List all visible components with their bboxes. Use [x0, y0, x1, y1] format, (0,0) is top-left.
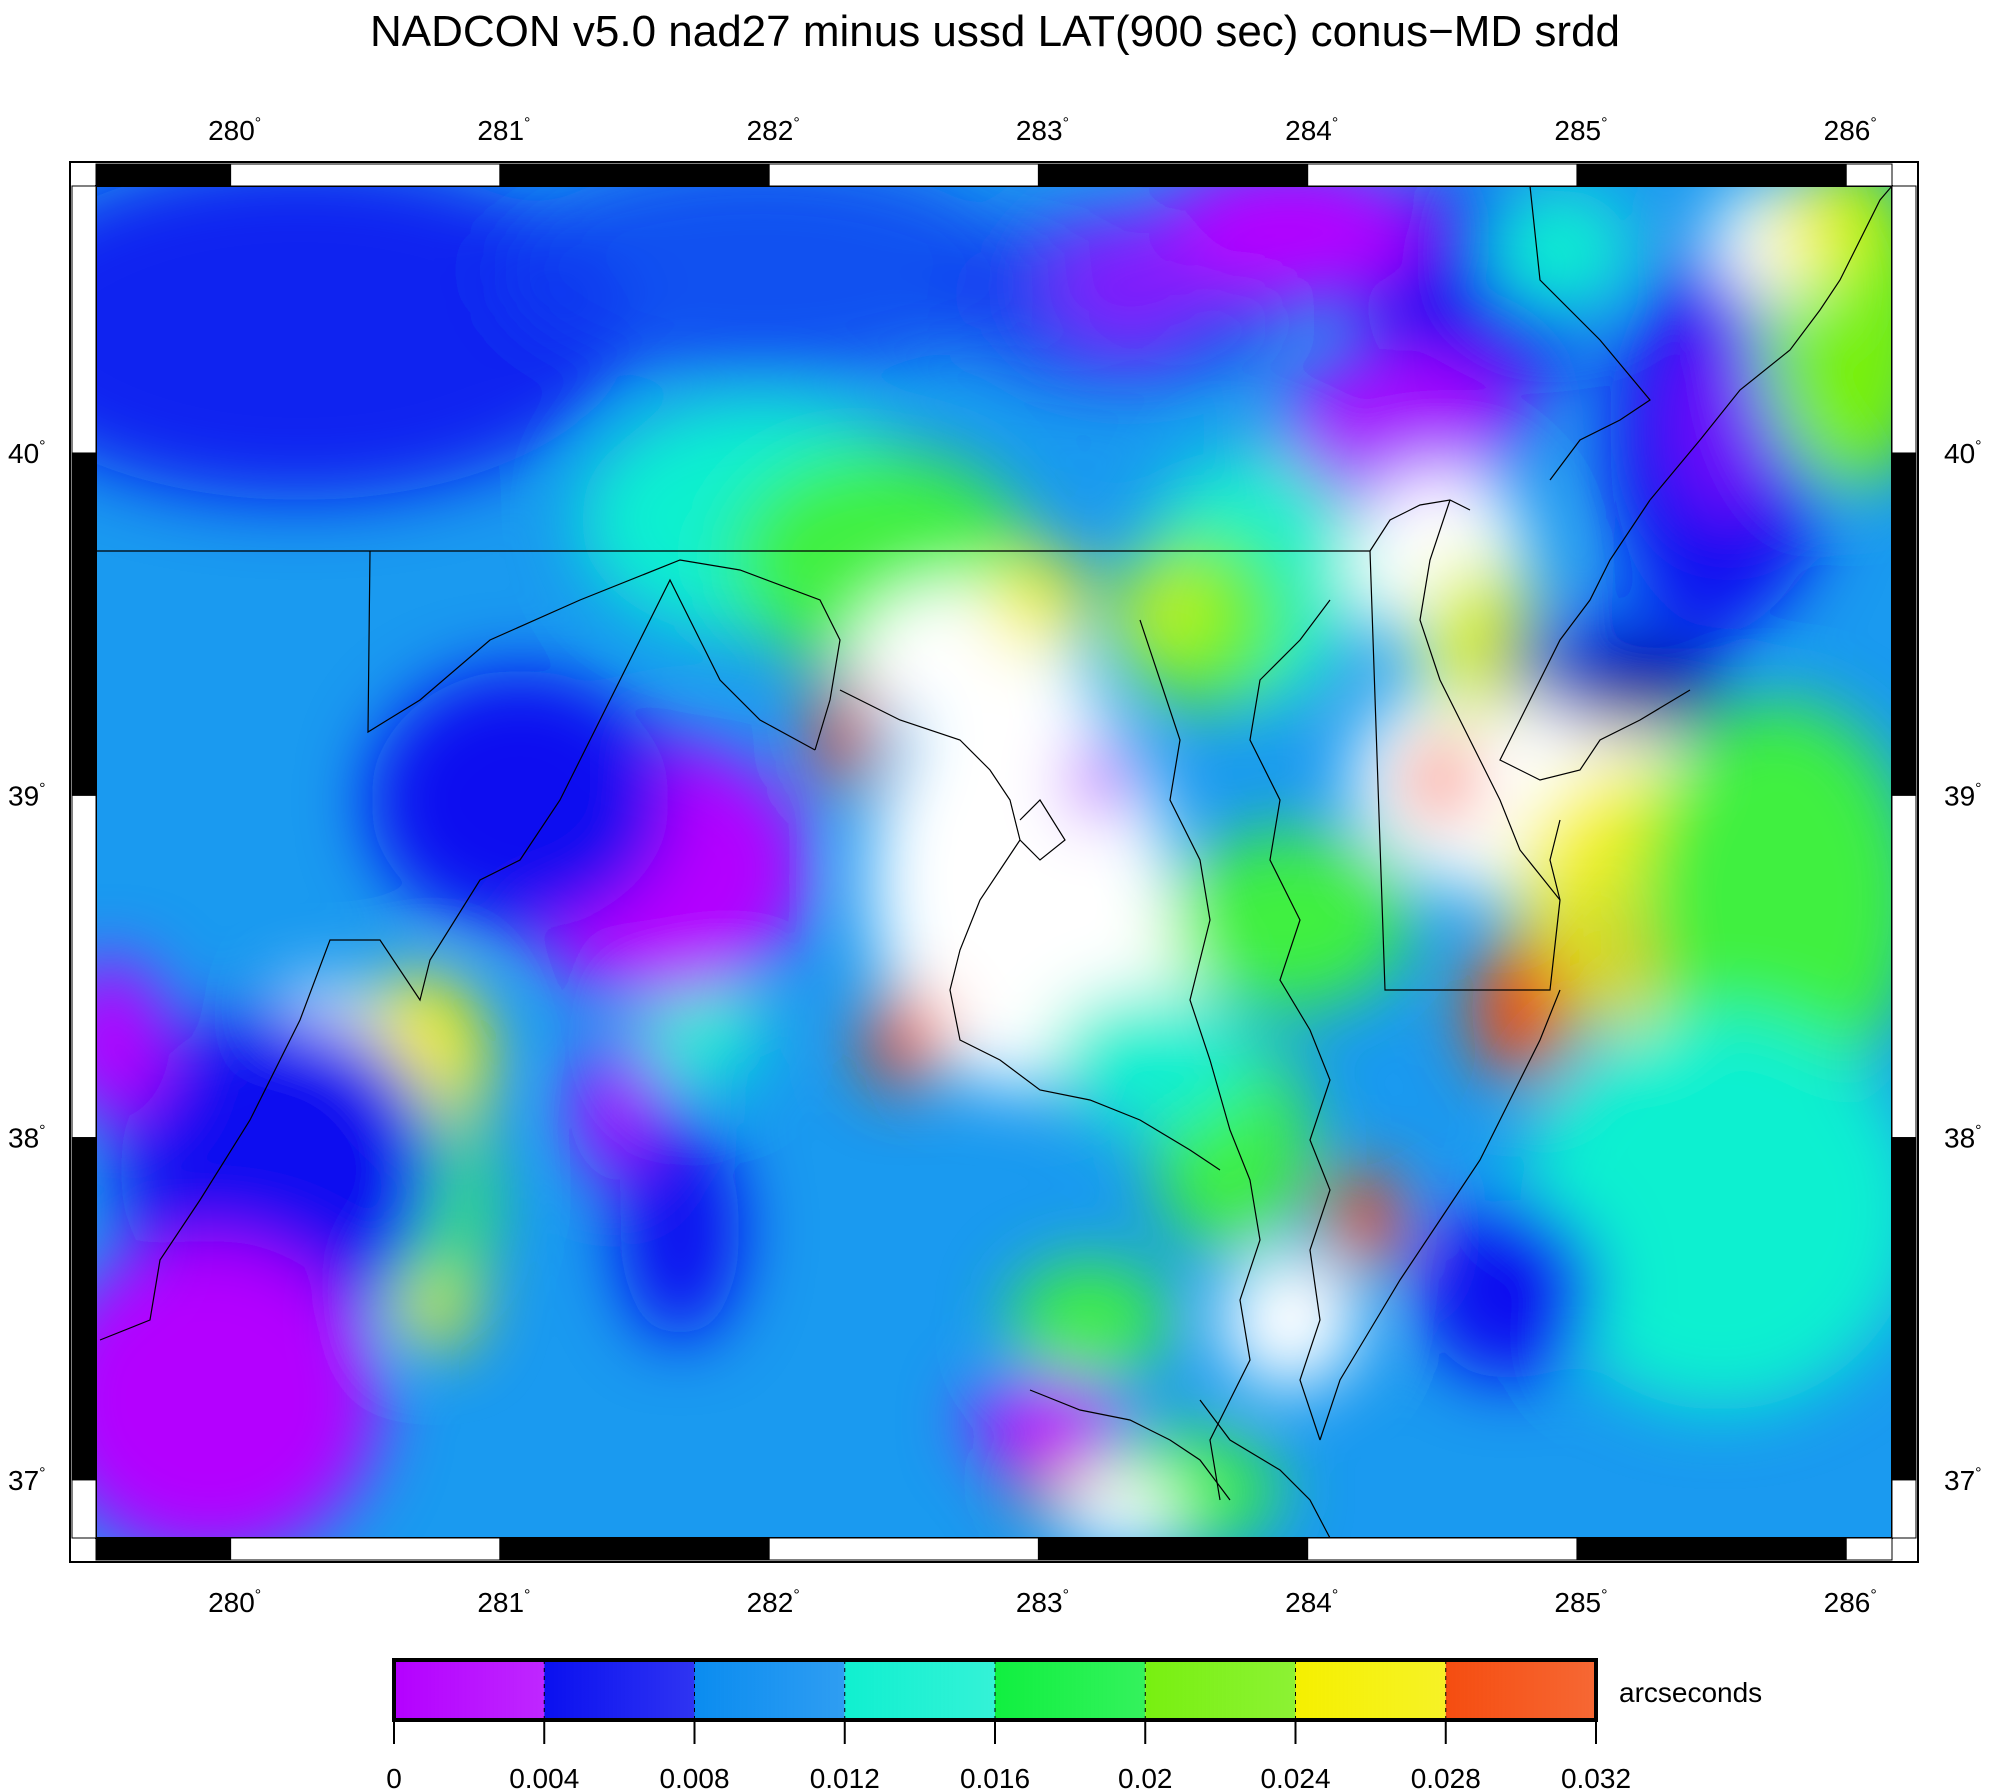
left-lat-label: 39°	[8, 780, 46, 811]
colorbar: 0 0.004 0.008 0.012 0.016 0.02 0.024 0.028 0.032…	[386, 1658, 1762, 1791]
colorbar-tick-label: 0.02	[1118, 1763, 1173, 1791]
frame-bar-bottom	[768, 1537, 1039, 1561]
frame-bar-bottom	[1576, 1537, 1847, 1561]
frame-bar-left	[71, 1137, 97, 1481]
md-va-border	[839, 689, 1221, 1171]
frame-bar-bottom	[499, 1537, 770, 1561]
frame-bar-left	[71, 185, 97, 454]
bottom-lon-label: 280°	[208, 1587, 261, 1618]
atlantic-coast-delmarva	[1319, 989, 1561, 1441]
delmarva-border	[1369, 550, 1561, 991]
bottom-lon-label: 281°	[477, 1587, 530, 1618]
top-lon-label: 284°	[1285, 115, 1338, 146]
map-title: NADCON v5.0 nad27 minus ussd LAT(900 sec…	[370, 7, 1620, 56]
bottom-lon-label: 284°	[1285, 1587, 1338, 1618]
frame-bar-right	[1891, 1137, 1917, 1481]
colorbar-tick-label: 0.024	[1260, 1763, 1330, 1791]
delaware-bay-east	[1499, 499, 1691, 781]
colorbar-segment	[694, 1660, 845, 1720]
colorbar-segment	[995, 1660, 1146, 1720]
right-lat-label: 37°	[1944, 1465, 1982, 1496]
colorbar-tick-label: 0	[386, 1763, 402, 1791]
right-lat-label: 38°	[1944, 1123, 1982, 1154]
left-lat-label: 38°	[8, 1123, 46, 1154]
pa-de-arc	[1369, 499, 1471, 552]
colorbar-segment	[544, 1660, 695, 1720]
frame-bar-left	[71, 452, 97, 796]
left-lat-label: 37°	[8, 1465, 46, 1496]
frame-bar-right	[1891, 185, 1917, 454]
colorbar-segment	[1295, 1660, 1446, 1720]
frame-bar-bottom	[1845, 1537, 1893, 1561]
wv-panhandle-border	[367, 550, 841, 751]
va-nc-south	[1199, 1399, 1331, 1538]
frame-bar-bottom	[1307, 1537, 1578, 1561]
correction-field	[96, 186, 1892, 1538]
frame-bar-bottom	[95, 1537, 232, 1561]
frame-bar-top	[1845, 163, 1893, 187]
colorbar-tick-label: 0.016	[960, 1763, 1030, 1791]
frame-bar-left	[71, 794, 97, 1139]
bottom-lon-label: 283°	[1016, 1587, 1069, 1618]
top-lon-label: 283°	[1016, 115, 1069, 146]
right-lat-label: 39°	[1944, 780, 1982, 811]
colorbar-segment	[1145, 1660, 1296, 1720]
coastlines	[96, 186, 1892, 1538]
chesapeake-east-shore	[1249, 599, 1331, 1441]
top-lon-label: 282°	[747, 115, 800, 146]
frame-bar-right	[1891, 1479, 1917, 1539]
colorbar-tick-label: 0.028	[1411, 1763, 1481, 1791]
potomac-river	[99, 578, 816, 1341]
va-coast-south	[1029, 1389, 1231, 1501]
frame-bar-right	[1891, 794, 1917, 1139]
bottom-lon-label: 282°	[747, 1587, 800, 1618]
delaware-bay-west	[1419, 499, 1561, 901]
frame-bar-top	[768, 163, 1039, 187]
colorbar-segment	[394, 1660, 545, 1720]
right-lat-label: 40°	[1944, 438, 1982, 469]
atlantic-coast-nj	[1649, 186, 1892, 501]
top-lon-label: 280°	[208, 115, 261, 146]
frame-bar-top	[499, 163, 770, 187]
colorbar-unit-label: arcseconds	[1619, 1677, 1762, 1708]
top-lon-label: 286°	[1824, 115, 1877, 146]
chesapeake-west-shore	[1139, 619, 1261, 1501]
map-frame	[69, 161, 1919, 1563]
frame-bar-bottom	[230, 1537, 501, 1561]
field-blobs	[96, 186, 1892, 1538]
dc-boundary	[1019, 799, 1066, 861]
top-lon-label: 285°	[1554, 115, 1607, 146]
colorbar-segment	[844, 1660, 995, 1720]
frame-bar-top	[1307, 163, 1578, 187]
colorbar-tick-label: 0.008	[659, 1763, 729, 1791]
bottom-lon-label: 285°	[1554, 1587, 1607, 1618]
colorbar-tick-label: 0.004	[509, 1763, 579, 1791]
colorbar-tick-label: 0.012	[810, 1763, 880, 1791]
frame-bar-bottom	[1037, 1537, 1309, 1561]
frame-bar-top	[95, 163, 232, 187]
colorbar-tick-label: 0.032	[1561, 1763, 1631, 1791]
nj-ny-border	[1529, 186, 1651, 481]
left-lat-label: 40°	[8, 438, 46, 469]
axis-labels: 280° 281° 282° 283° 284° 285° 286° 280° 281° 282°…	[8, 115, 1982, 1618]
frame-bar-top	[1576, 163, 1847, 187]
frame-bar-right	[1891, 452, 1917, 796]
top-lon-label: 281°	[477, 115, 530, 146]
frame-bar-top	[1037, 163, 1309, 187]
frame-bar-top	[230, 163, 501, 187]
frame-bar-left	[71, 1479, 97, 1539]
bottom-lon-label: 286°	[1824, 1587, 1877, 1618]
colorbar-segment	[1445, 1660, 1596, 1720]
